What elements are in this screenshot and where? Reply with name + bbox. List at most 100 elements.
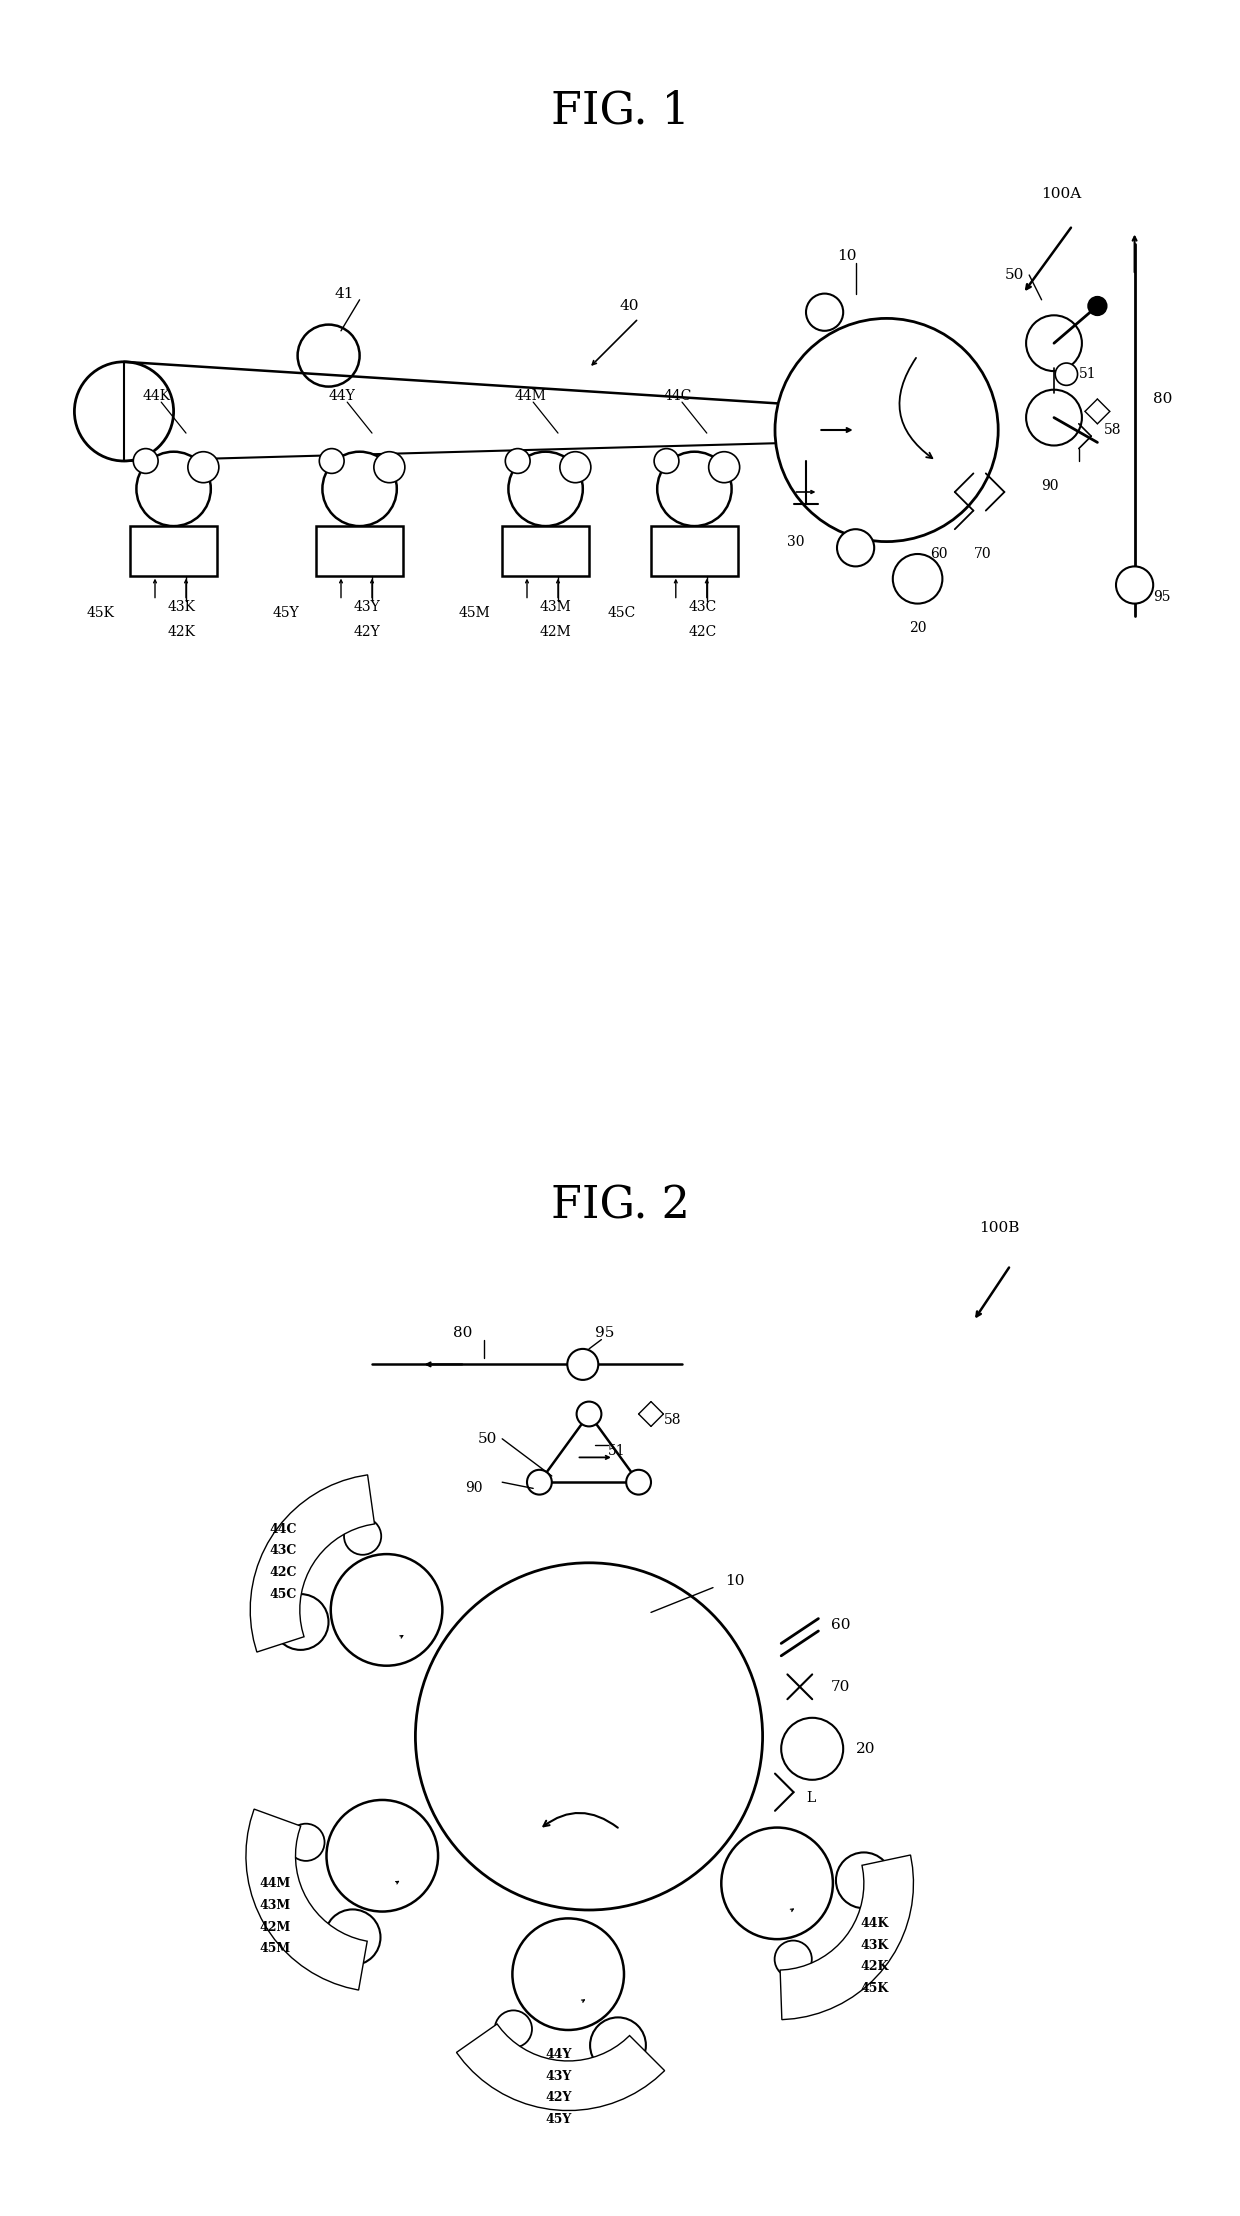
Text: 60: 60 [930, 547, 947, 561]
Circle shape [787, 406, 825, 443]
Circle shape [775, 1941, 812, 1977]
Circle shape [657, 452, 732, 525]
Circle shape [1025, 315, 1081, 370]
Text: L: L [806, 1791, 815, 1806]
Circle shape [506, 448, 531, 474]
Circle shape [325, 1910, 381, 1966]
Polygon shape [246, 1808, 367, 1990]
Text: 44C: 44C [269, 1522, 298, 1536]
Text: 10: 10 [837, 250, 857, 264]
Bar [316, 525, 403, 576]
Text: 45Y: 45Y [273, 605, 300, 620]
Circle shape [1055, 363, 1078, 386]
Text: 20: 20 [909, 620, 926, 636]
Circle shape [775, 319, 998, 541]
Text: FIG. 1: FIG. 1 [551, 89, 689, 133]
Circle shape [893, 554, 942, 603]
Text: 43C: 43C [270, 1545, 298, 1558]
Text: 42K: 42K [861, 1961, 889, 1974]
Text: 50: 50 [477, 1432, 497, 1445]
Text: 40: 40 [620, 299, 640, 312]
Circle shape [508, 452, 583, 525]
Text: 43Y: 43Y [353, 601, 381, 614]
Text: 44Y: 44Y [329, 388, 356, 403]
Text: 43K: 43K [861, 1939, 888, 1952]
Text: 42M: 42M [259, 1921, 291, 1935]
Text: 44Y: 44Y [546, 2048, 572, 2061]
Circle shape [590, 2017, 646, 2074]
Text: 10: 10 [725, 1573, 745, 1589]
Circle shape [326, 1799, 438, 1912]
Circle shape [1025, 390, 1081, 445]
Text: 45K: 45K [861, 1981, 888, 1994]
Text: 50: 50 [1004, 268, 1024, 281]
Text: 44M: 44M [515, 388, 547, 403]
Circle shape [836, 1853, 892, 1908]
Circle shape [577, 1401, 601, 1427]
Polygon shape [456, 2023, 665, 2110]
Circle shape [188, 452, 218, 483]
Text: 90: 90 [465, 1483, 482, 1496]
Text: 70: 70 [973, 547, 991, 561]
Circle shape [415, 1562, 763, 1910]
Text: 45Y: 45Y [546, 2114, 572, 2125]
Circle shape [560, 452, 591, 483]
Circle shape [74, 361, 174, 461]
Circle shape [568, 1350, 599, 1381]
Text: 30: 30 [787, 534, 805, 550]
Circle shape [331, 1553, 443, 1666]
Text: 44M: 44M [259, 1877, 291, 1890]
Text: 43Y: 43Y [546, 2070, 572, 2083]
Text: 42Y: 42Y [546, 2092, 572, 2105]
Text: 45M: 45M [459, 605, 491, 620]
Text: 90: 90 [1042, 479, 1059, 492]
Text: 20: 20 [856, 1742, 875, 1755]
Text: 51: 51 [608, 1445, 625, 1458]
Text: 44K: 44K [143, 388, 171, 403]
Text: 42C: 42C [269, 1567, 298, 1580]
Circle shape [374, 452, 405, 483]
Circle shape [709, 452, 739, 483]
Circle shape [655, 448, 680, 474]
Text: 45K: 45K [87, 605, 115, 620]
Bar [502, 525, 589, 576]
Text: 95: 95 [1153, 589, 1171, 605]
Text: FIG. 2: FIG. 2 [551, 1186, 689, 1228]
Circle shape [527, 1469, 552, 1494]
Text: 44K: 44K [861, 1917, 889, 1930]
Circle shape [781, 1717, 843, 1779]
Text: 58: 58 [663, 1414, 681, 1427]
Circle shape [298, 324, 360, 386]
Text: 43M: 43M [539, 601, 572, 614]
Bar [130, 525, 217, 576]
Text: 100A: 100A [1042, 188, 1081, 202]
Circle shape [837, 530, 874, 567]
Text: 44C: 44C [663, 388, 692, 403]
Text: 42C: 42C [688, 625, 717, 638]
Circle shape [134, 448, 159, 474]
Circle shape [1116, 567, 1153, 603]
Circle shape [136, 452, 211, 525]
Text: 43C: 43C [688, 601, 717, 614]
Polygon shape [250, 1476, 374, 1653]
Circle shape [320, 448, 343, 474]
Text: 45C: 45C [608, 605, 636, 620]
Circle shape [322, 452, 397, 525]
Text: 51: 51 [1079, 368, 1096, 381]
Circle shape [288, 1824, 325, 1861]
Text: 80: 80 [453, 1327, 472, 1341]
Text: 43K: 43K [167, 601, 196, 614]
Text: 60: 60 [831, 1618, 851, 1631]
Text: 70: 70 [831, 1680, 851, 1693]
Circle shape [273, 1593, 329, 1651]
Text: 58: 58 [1104, 423, 1121, 437]
Circle shape [343, 1518, 381, 1556]
Text: 45C: 45C [270, 1589, 298, 1600]
Text: 42Y: 42Y [353, 625, 381, 638]
Text: 42K: 42K [167, 625, 196, 638]
Circle shape [1089, 297, 1107, 315]
Circle shape [495, 2010, 532, 2048]
Text: 43M: 43M [260, 1899, 291, 1912]
Text: 41: 41 [335, 286, 355, 301]
Circle shape [512, 1919, 624, 2030]
